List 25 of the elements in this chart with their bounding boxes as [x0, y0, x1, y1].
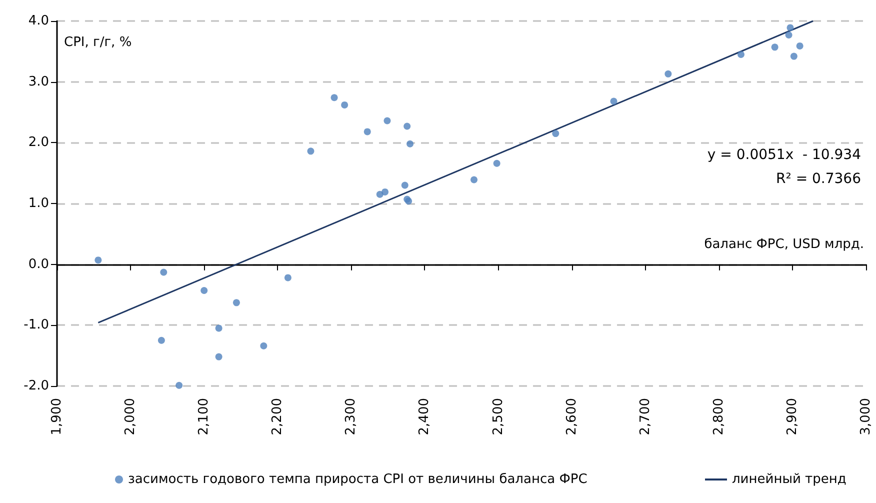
- x-tick-label: 2,100: [196, 398, 212, 436]
- x-tick-label: 2,600: [564, 398, 580, 436]
- x-tick-label: 3,000: [858, 398, 874, 436]
- y-tick-label: -2.0: [24, 378, 49, 394]
- legend-label: засимость годового темпа прироста CPI от величины баланса ФРС: [128, 472, 588, 487]
- x-tick-label: 2,700: [638, 398, 653, 436]
- y-tick-label: 4.0: [28, 14, 49, 28]
- y-tick-label: -1.0: [24, 318, 49, 333]
- x-tick-label: 2,500: [490, 398, 506, 436]
- x-tick-label: 1,900: [50, 398, 64, 436]
- annotation: y = 0.0051x - 10.934: [707, 147, 862, 163]
- y-tick-label: 1.0: [28, 196, 49, 211]
- y-tick-label: 0.0: [28, 256, 49, 272]
- y-axis-title: CPI, г/г, %: [64, 35, 132, 50]
- x-axis-title: баланс ФРС, USD млрд.: [704, 237, 864, 252]
- x-tick-label: 2,900: [784, 398, 800, 436]
- x-tick-label: 2,800: [711, 398, 726, 436]
- annotation: R² = 0.7366: [776, 171, 862, 187]
- x-tick-label: 2,400: [417, 398, 432, 436]
- y-tick-label: 2.0: [28, 135, 49, 150]
- y-tick-label: 3.0: [28, 74, 49, 90]
- x-tick-label: 2,000: [123, 398, 138, 436]
- x-tick-label: 2,300: [344, 398, 359, 436]
- legend-label: линейный тренд: [732, 472, 846, 487]
- x-tick-label: 2,200: [270, 398, 286, 436]
